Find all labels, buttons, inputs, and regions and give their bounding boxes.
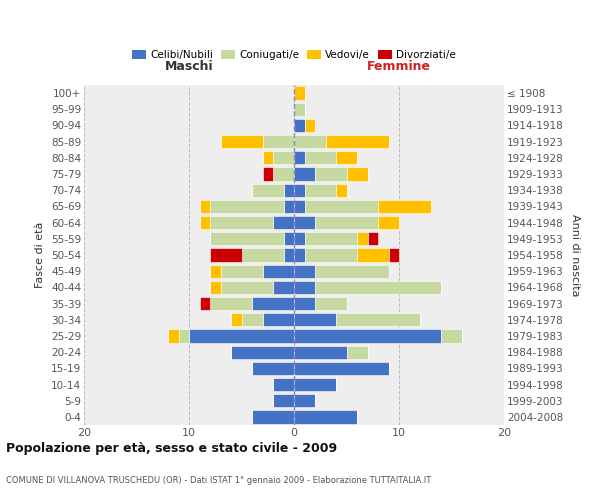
Bar bbox=[252, 362, 294, 375]
Bar bbox=[221, 264, 263, 278]
Bar bbox=[294, 216, 315, 230]
Bar bbox=[315, 168, 347, 180]
Bar bbox=[305, 248, 357, 262]
Bar bbox=[294, 346, 347, 359]
Bar bbox=[221, 135, 263, 148]
Bar bbox=[315, 297, 347, 310]
Bar bbox=[347, 346, 367, 359]
Bar bbox=[294, 362, 389, 375]
Bar bbox=[294, 102, 305, 116]
Bar bbox=[305, 151, 336, 164]
Bar bbox=[378, 200, 431, 213]
Bar bbox=[294, 264, 315, 278]
Bar bbox=[325, 135, 389, 148]
Bar bbox=[241, 248, 284, 262]
Bar bbox=[305, 200, 378, 213]
Bar bbox=[273, 168, 294, 180]
Bar bbox=[294, 410, 357, 424]
Bar bbox=[389, 248, 399, 262]
Text: Maschi: Maschi bbox=[164, 60, 214, 73]
Bar bbox=[241, 313, 263, 326]
Bar bbox=[294, 135, 325, 148]
Bar bbox=[367, 232, 378, 245]
Bar bbox=[378, 216, 399, 230]
Bar bbox=[284, 200, 294, 213]
Bar bbox=[357, 248, 389, 262]
Bar bbox=[294, 168, 315, 180]
Bar bbox=[231, 313, 241, 326]
Bar bbox=[294, 232, 305, 245]
Bar bbox=[210, 200, 284, 213]
Bar bbox=[294, 313, 336, 326]
Bar bbox=[305, 232, 357, 245]
Bar bbox=[210, 248, 241, 262]
Bar bbox=[294, 248, 305, 262]
Bar bbox=[294, 151, 305, 164]
Bar bbox=[273, 378, 294, 391]
Bar bbox=[294, 184, 305, 197]
Bar bbox=[273, 394, 294, 407]
Bar bbox=[294, 297, 315, 310]
Bar bbox=[315, 280, 441, 294]
Bar bbox=[252, 410, 294, 424]
Bar bbox=[179, 330, 189, 342]
Bar bbox=[210, 232, 284, 245]
Bar bbox=[305, 119, 315, 132]
Bar bbox=[294, 378, 336, 391]
Bar bbox=[199, 216, 210, 230]
Text: Popolazione per età, sesso e stato civile - 2009: Popolazione per età, sesso e stato civil… bbox=[6, 442, 337, 455]
Bar bbox=[294, 330, 441, 342]
Bar bbox=[189, 330, 294, 342]
Bar bbox=[294, 200, 305, 213]
Bar bbox=[347, 168, 367, 180]
Bar bbox=[199, 297, 210, 310]
Bar bbox=[273, 151, 294, 164]
Bar bbox=[315, 264, 389, 278]
Bar bbox=[210, 297, 252, 310]
Bar bbox=[284, 232, 294, 245]
Text: Femmine: Femmine bbox=[367, 60, 431, 73]
Bar bbox=[263, 168, 273, 180]
Bar bbox=[336, 151, 357, 164]
Bar bbox=[210, 216, 273, 230]
Bar bbox=[284, 248, 294, 262]
Bar bbox=[315, 216, 378, 230]
Bar bbox=[294, 86, 305, 100]
Bar bbox=[336, 313, 420, 326]
Bar bbox=[231, 346, 294, 359]
Bar bbox=[294, 119, 305, 132]
Y-axis label: Anni di nascita: Anni di nascita bbox=[570, 214, 580, 296]
Bar bbox=[252, 297, 294, 310]
Bar bbox=[294, 280, 315, 294]
Bar bbox=[305, 184, 336, 197]
Bar bbox=[273, 280, 294, 294]
Bar bbox=[263, 313, 294, 326]
Bar bbox=[357, 232, 367, 245]
Legend: Celibi/Nubili, Coniugati/e, Vedovi/e, Divorziati/e: Celibi/Nubili, Coniugati/e, Vedovi/e, Di… bbox=[128, 46, 460, 64]
Bar bbox=[336, 184, 347, 197]
Text: COMUNE DI VILLANOVA TRUSCHEDU (OR) - Dati ISTAT 1° gennaio 2009 - Elaborazione T: COMUNE DI VILLANOVA TRUSCHEDU (OR) - Dat… bbox=[6, 476, 431, 485]
Bar bbox=[221, 280, 273, 294]
Bar bbox=[263, 135, 294, 148]
Bar bbox=[263, 151, 273, 164]
Bar bbox=[294, 394, 315, 407]
Bar bbox=[210, 280, 221, 294]
Y-axis label: Fasce di età: Fasce di età bbox=[35, 222, 46, 288]
Bar bbox=[210, 264, 221, 278]
Bar bbox=[273, 216, 294, 230]
Bar bbox=[263, 264, 294, 278]
Bar bbox=[284, 184, 294, 197]
Bar bbox=[199, 200, 210, 213]
Bar bbox=[441, 330, 462, 342]
Bar bbox=[168, 330, 179, 342]
Bar bbox=[252, 184, 284, 197]
